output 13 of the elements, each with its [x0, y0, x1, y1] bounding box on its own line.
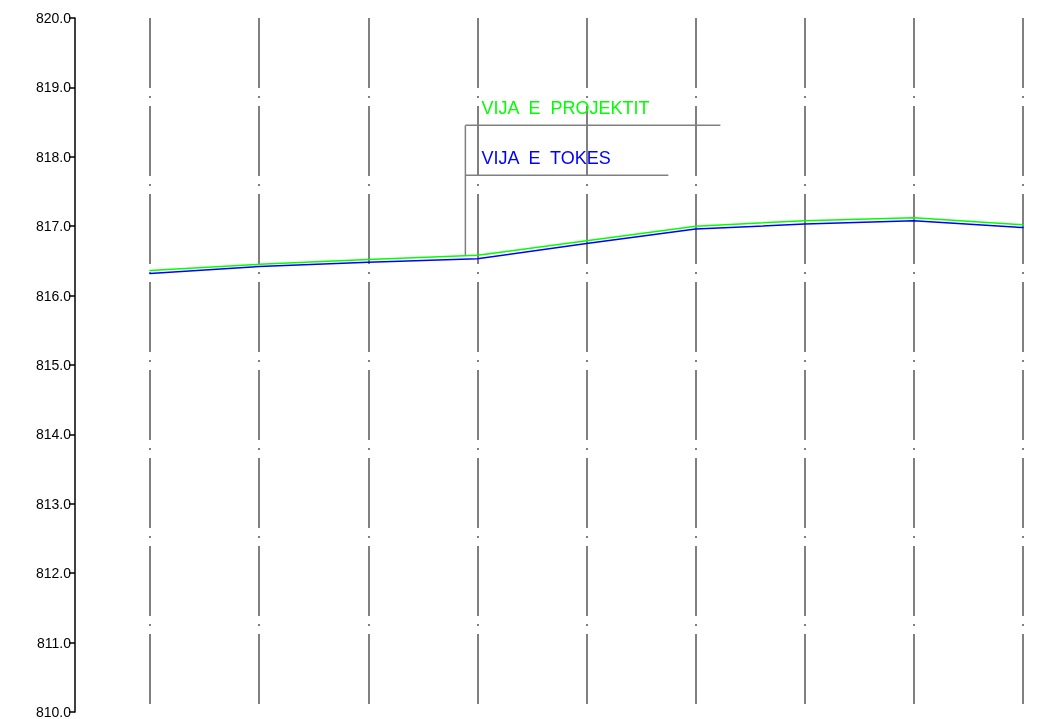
y-tick-label: 813.0 [35, 495, 72, 512]
text: VIJA E TOKES [481, 148, 611, 169]
y-tick-label: 816.0 [35, 287, 72, 304]
y-tick-label: 812.0 [35, 565, 72, 582]
y-tick-label: 817.0 [35, 218, 72, 235]
text: VIJA E PROJEKTIT [481, 98, 650, 119]
y-tick-label: 815.0 [35, 357, 72, 373]
y-tick-label: 819.0 [35, 79, 72, 96]
y-tick-label: 820.0 [35, 10, 72, 26]
y-tick-label: 811.0 [37, 634, 72, 651]
y-tick-label: 818.0 [35, 148, 72, 165]
y-tick-label: 814.0 [35, 426, 72, 443]
y-tick-label: 810.0 [35, 704, 72, 719]
